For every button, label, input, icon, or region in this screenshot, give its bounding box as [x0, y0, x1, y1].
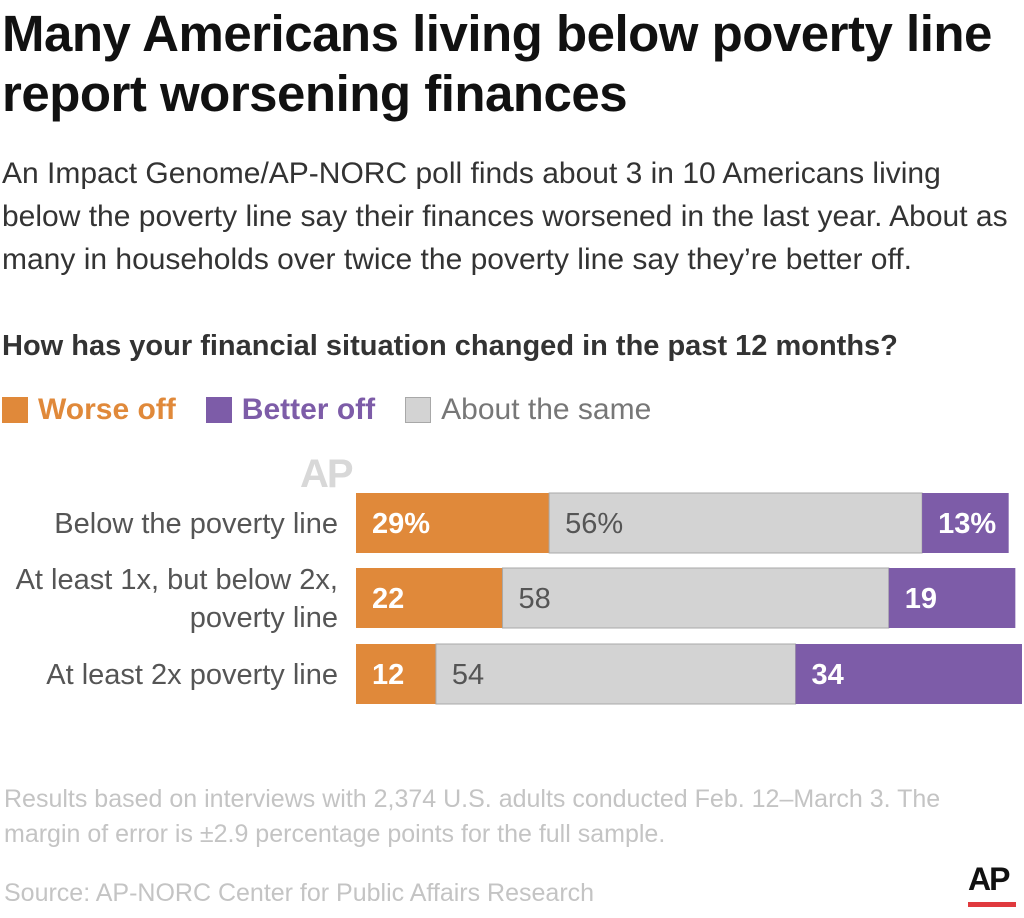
category-label: poverty line	[190, 602, 338, 634]
ap-logo: AP	[968, 861, 1010, 897]
chart-subtitle: An Impact Genome/AP-NORC poll finds abou…	[2, 157, 1008, 276]
data-label-worse: 12	[372, 659, 404, 691]
ap-logo-underline	[968, 902, 1016, 907]
legend-label-same: About the same	[441, 393, 652, 426]
data-label-worse: 29%	[372, 508, 430, 540]
ap-watermark: AP	[300, 452, 354, 496]
bar-segment-same	[435, 643, 797, 705]
legend-label-worse: Worse off	[38, 393, 176, 426]
bar-segment-same	[502, 567, 890, 629]
data-label-same: 56%	[565, 508, 623, 540]
bar-segment-worse	[356, 568, 503, 628]
data-label-better: 34	[812, 659, 844, 691]
methodology-note: Results based on interviews with 2,374 U…	[4, 785, 941, 848]
category-label: At least 2x poverty line	[46, 659, 338, 691]
stacked-bar-chart: Below the poverty line 29% 56% 13% At least …	[16, 492, 1022, 705]
bar-segment-same	[548, 492, 923, 554]
bar-segment-better	[795, 644, 1022, 704]
category-label: Below the poverty line	[54, 508, 338, 540]
legend-item-same: About the same	[405, 393, 651, 427]
bar-segment-worse	[356, 493, 550, 553]
legend: Worse off Better off About the same	[2, 390, 681, 430]
category-label: At least 1x, but below 2x,	[16, 564, 338, 596]
legend-swatch-worse	[2, 397, 28, 423]
legend-swatch-better	[205, 397, 232, 423]
source-note: Source: AP-NORC Center for Public Affair…	[4, 879, 595, 907]
legend-swatch-same	[405, 397, 432, 423]
data-label-same: 54	[452, 659, 484, 691]
bar-segment-better	[888, 568, 1016, 628]
legend-item-better: Better off	[205, 393, 376, 427]
survey-question: How has your financial situation changed…	[2, 330, 898, 362]
data-label-worse: 22	[372, 583, 404, 615]
legend-label-better: Better off	[241, 393, 376, 426]
bar-segment-worse	[356, 644, 436, 704]
legend-item-worse: Worse off	[2, 393, 176, 427]
chart-title: Many Americans living below poverty line…	[2, 5, 992, 122]
data-label-same: 58	[519, 583, 551, 615]
data-label-better: 13%	[938, 508, 996, 540]
data-label-better: 19	[905, 583, 937, 615]
bar-segment-better	[922, 493, 1009, 553]
